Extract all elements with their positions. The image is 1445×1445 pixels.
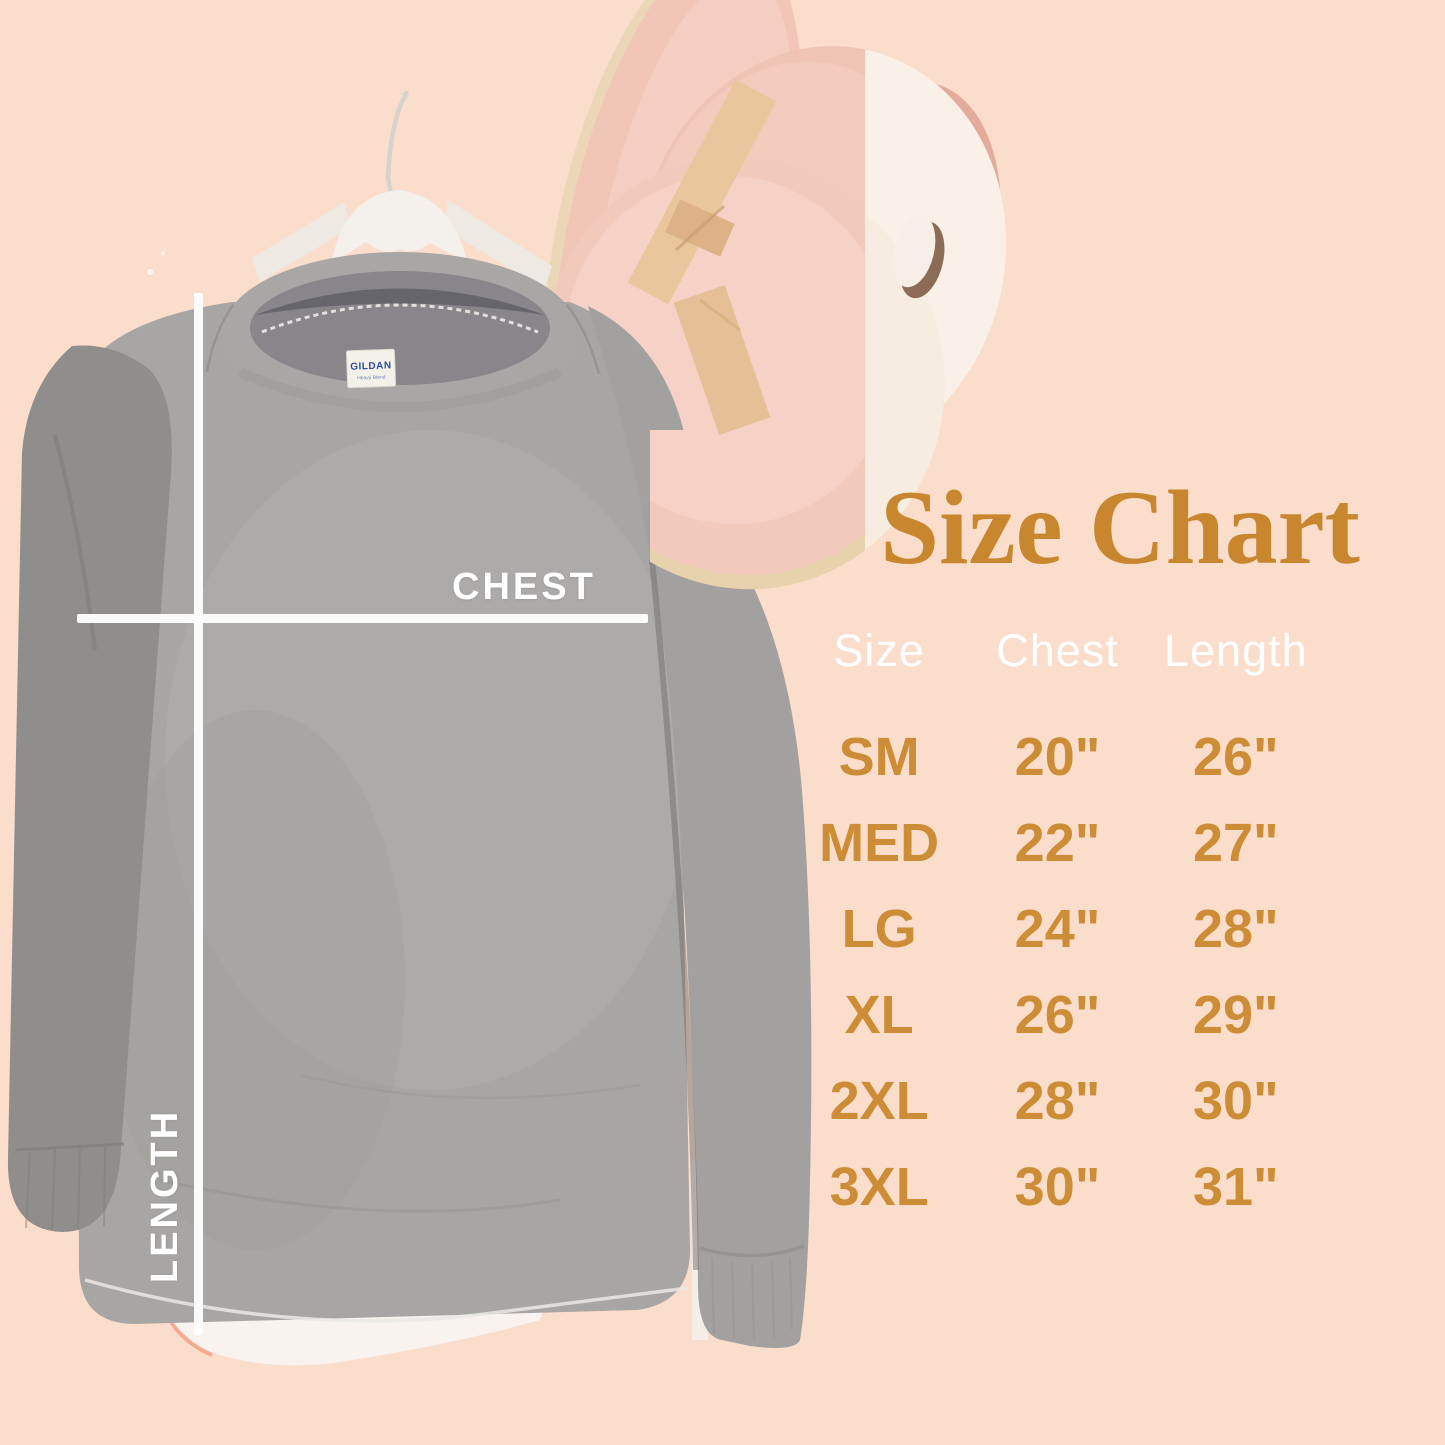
collar: [205, 252, 601, 412]
cell-length: 31": [1192, 1157, 1279, 1217]
header-length: Length: [1164, 625, 1308, 676]
cell-size: XL: [844, 985, 914, 1045]
cell-size: LG: [841, 899, 917, 959]
chest-measure-line: [77, 614, 648, 623]
cell-length: 28": [1192, 899, 1279, 959]
length-label: LENGTH: [144, 1108, 186, 1283]
size-table-header: Size Chest Length: [790, 625, 1325, 677]
torso: [75, 302, 690, 1324]
size-table: SM 20" 26" MED 22" 27" LG 24" 28" XL 26"…: [790, 714, 1325, 1230]
cell-length: 30": [1192, 1071, 1279, 1131]
hanger-hook-icon: [385, 90, 409, 213]
right-sleeve: [588, 306, 812, 1348]
cell-chest: 26": [1014, 985, 1101, 1045]
neck-tag: GILDAN Heavy Blend: [345, 348, 397, 389]
chest-label: CHEST: [452, 566, 596, 608]
cell-size: 2XL: [829, 1071, 929, 1131]
cell-chest: 28": [1014, 1071, 1101, 1131]
hanger-left-arm: [252, 202, 350, 282]
cell-chest: 24": [1014, 899, 1101, 959]
cell-chest: 22": [1014, 813, 1101, 873]
hanger-body: [331, 190, 467, 264]
cell-size: SM: [838, 727, 920, 787]
left-sleeve: [7, 345, 172, 1232]
dust-speck: [147, 269, 153, 275]
hat-highlight: [865, 46, 1007, 590]
cell-length: 26": [1192, 727, 1279, 787]
cell-chest: 30": [1014, 1157, 1101, 1217]
hat-brim-overlap: [650, 430, 865, 590]
hanger-right-arm: [444, 200, 552, 290]
tag-brand-text: GILDAN: [350, 360, 392, 372]
dust-speck: [161, 251, 165, 255]
sweatshirt-illustration: GILDAN Heavy Blend: [7, 90, 812, 1366]
page-title: Size Chart: [880, 469, 1360, 586]
header-chest: Chest: [996, 625, 1119, 676]
cell-size: 3XL: [829, 1157, 929, 1217]
length-measure-line: [194, 293, 203, 1335]
cell-length: 27": [1192, 813, 1279, 873]
cell-length: 29": [1192, 985, 1279, 1045]
header-size: Size: [833, 625, 925, 676]
tag-line-text: Heavy Blend: [357, 374, 386, 381]
hat-ribbon: [627, 79, 777, 435]
cell-chest: 20": [1014, 727, 1101, 787]
cell-size: MED: [819, 813, 940, 873]
